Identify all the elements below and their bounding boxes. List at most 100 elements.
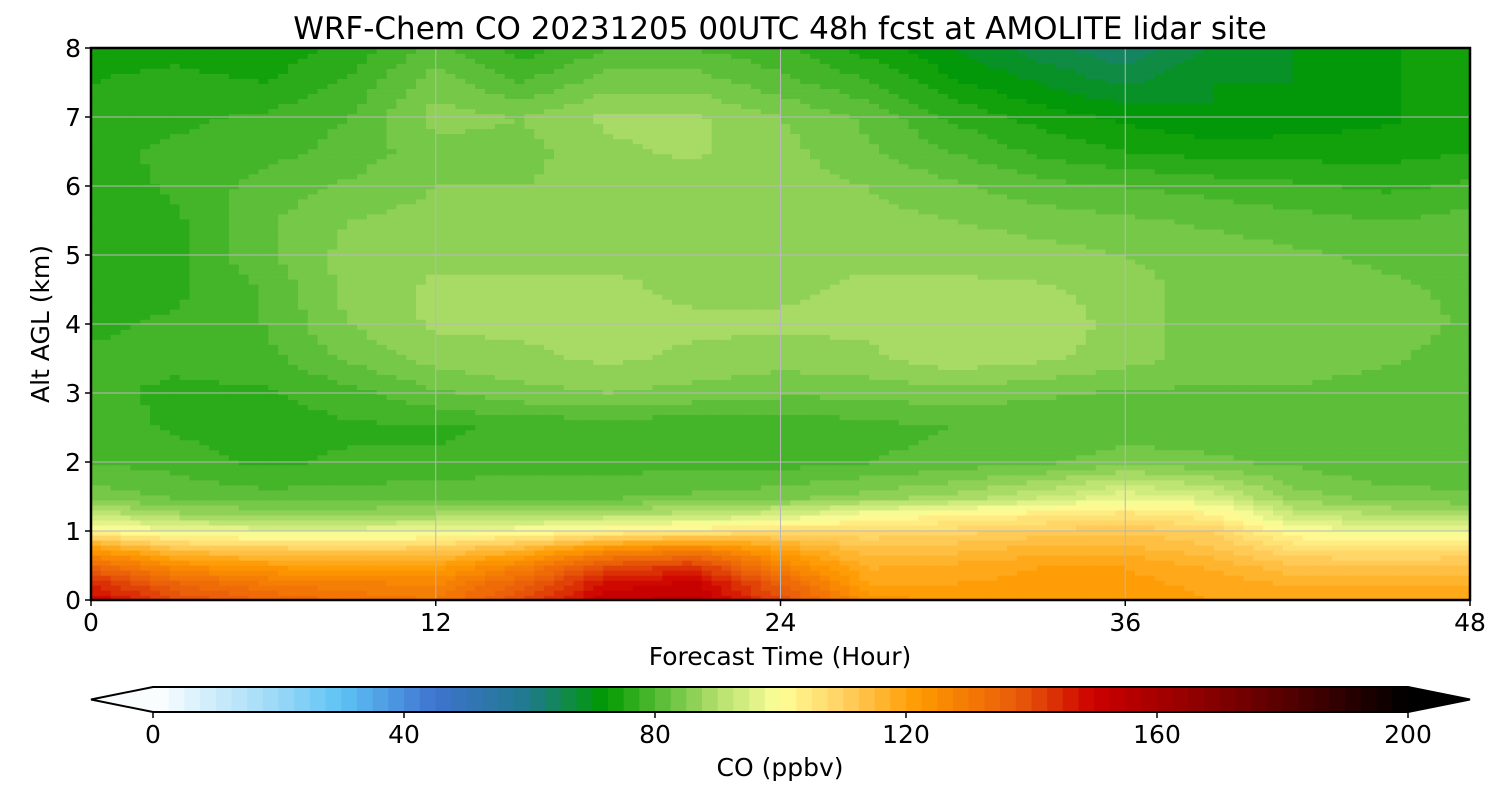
heat-cell [534, 539, 545, 546]
heat-cell [573, 434, 585, 441]
heat-cell [1194, 449, 1205, 456]
heat-cell [800, 559, 811, 566]
heat-cell [159, 589, 171, 596]
heat-cell [1036, 549, 1048, 556]
heat-cell [1095, 514, 1107, 521]
heat-cell [682, 569, 693, 576]
heat-cell [140, 444, 151, 451]
heat-cell [238, 549, 250, 556]
heat-cell [1164, 524, 1176, 531]
heat-cell [199, 554, 210, 561]
heat-cell [810, 489, 821, 496]
heat-cell [928, 469, 939, 476]
heat-cell [593, 539, 604, 546]
heat-cell [1381, 539, 1392, 546]
heat-cell [967, 494, 979, 501]
heat-cell [396, 534, 407, 541]
heat-cell [524, 449, 536, 456]
heat-cell [780, 434, 792, 441]
heat-cell [1253, 564, 1264, 571]
heat-cell [1410, 529, 1422, 536]
heat-cell [1302, 489, 1314, 496]
heat-cell [652, 429, 664, 436]
heat-cell [642, 524, 654, 531]
heat-cell [1076, 429, 1087, 436]
heat-cell [504, 519, 516, 526]
heat-cell [947, 574, 959, 581]
heat-cell [130, 559, 142, 566]
heat-cell [1046, 504, 1058, 511]
heat-cell [524, 544, 536, 551]
heat-cell [179, 559, 191, 566]
heat-cell [849, 449, 861, 456]
heat-cell [721, 494, 733, 501]
heat-cell [819, 454, 831, 461]
heat-cell [1095, 529, 1107, 536]
heat-cell [455, 469, 467, 476]
heat-cell [1312, 489, 1324, 496]
heat-cell [1430, 534, 1442, 541]
heat-cell [1302, 504, 1314, 511]
heat-cell [130, 499, 142, 506]
heat-cell [977, 559, 989, 566]
heat-cell [1135, 519, 1146, 526]
heat-cell [278, 564, 289, 571]
heat-cell [908, 494, 920, 501]
heat-cell [869, 429, 880, 436]
heat-cell [1371, 584, 1383, 591]
heat-cell [691, 444, 703, 451]
heat-cell [1184, 504, 1195, 511]
heat-cell [159, 554, 171, 561]
heat-cell [573, 514, 585, 521]
heat-cell [632, 564, 644, 571]
heat-cell [760, 449, 772, 456]
heat-cell [278, 539, 289, 546]
heat-cell [524, 569, 536, 576]
heat-cell [1381, 544, 1392, 551]
heat-cell [1351, 454, 1363, 461]
heat-cell [209, 574, 220, 581]
heat-cell [110, 574, 122, 581]
heat-cell [800, 484, 811, 491]
heat-cell [1066, 529, 1077, 536]
heat-cell [879, 539, 890, 546]
heat-cell [366, 549, 378, 556]
heat-cell [396, 489, 407, 496]
heat-cell [790, 514, 801, 521]
heat-cell [1243, 449, 1255, 456]
heat-cell [1056, 514, 1067, 521]
heat-cell [879, 429, 890, 436]
heat-cell [317, 514, 329, 521]
heat-cell [465, 569, 476, 576]
heat-cell [386, 429, 398, 436]
heat-cell [613, 569, 624, 576]
heat-cell [159, 549, 171, 556]
heat-cell [435, 449, 447, 456]
heat-cell [1164, 499, 1176, 506]
heat-cell [435, 584, 447, 591]
heat-cell [1371, 589, 1383, 596]
heat-cell [1056, 564, 1067, 571]
heat-cell [307, 479, 319, 486]
heat-cell [100, 579, 112, 586]
heat-cell [425, 519, 437, 526]
heat-cell [544, 569, 555, 576]
heat-cell [967, 464, 979, 471]
heat-cell [494, 549, 506, 556]
heat-cell [613, 489, 624, 496]
heat-cell [445, 554, 457, 561]
heat-cell [376, 424, 388, 431]
heat-cell [1056, 479, 1067, 486]
heat-cell [977, 444, 989, 451]
heat-cell [1213, 484, 1225, 491]
heat-cell [760, 474, 772, 481]
heat-cell [278, 569, 289, 576]
heat-cell [1273, 579, 1284, 586]
heat-cell [1430, 579, 1442, 586]
heat-cell [1184, 514, 1195, 521]
heat-cell [918, 529, 930, 536]
heat-cell [406, 509, 417, 516]
heat-cell [238, 529, 250, 536]
heat-cell [1144, 454, 1156, 461]
heat-cell [711, 424, 723, 431]
